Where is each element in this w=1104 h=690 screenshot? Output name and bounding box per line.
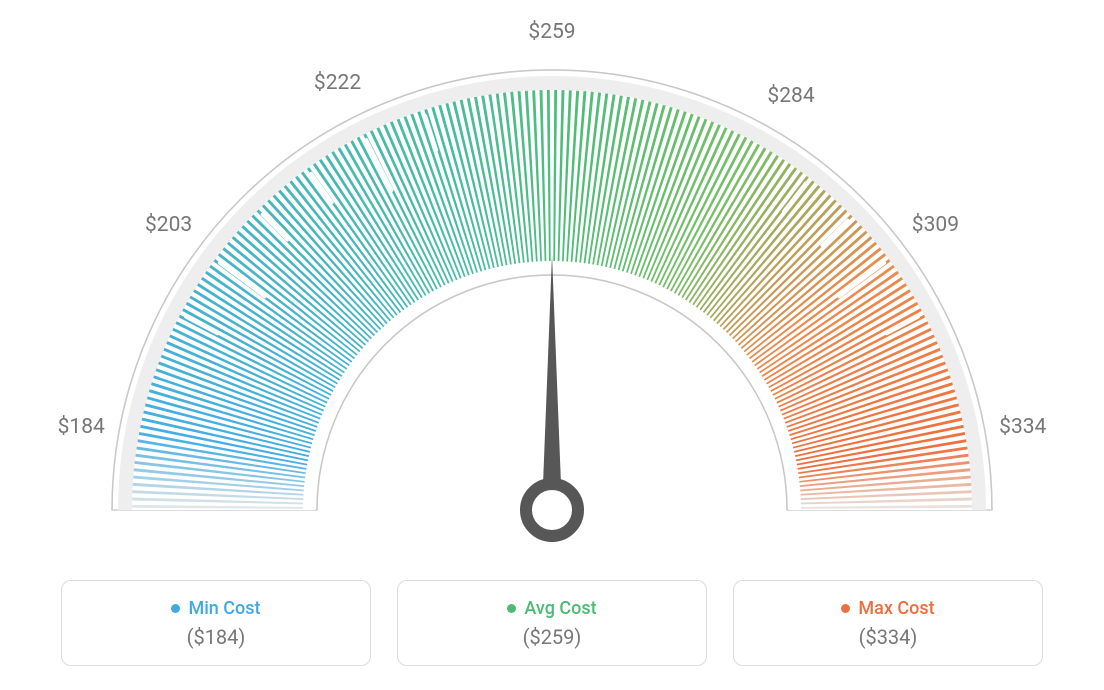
legend-dot-max (841, 604, 850, 613)
gauge-tick-label: $334 (999, 415, 1046, 439)
legend-label-max: Max Cost (858, 598, 934, 619)
legend-value-min: ($184) (187, 625, 246, 649)
legend-card-min: Min Cost ($184) (61, 580, 371, 666)
legend-dot-min (171, 604, 180, 613)
legend-label-min: Min Cost (188, 598, 260, 619)
legend-value-max: ($334) (859, 625, 918, 649)
legend-value-avg: ($259) (523, 625, 582, 649)
gauge-tick-label: $203 (145, 213, 192, 237)
legend-dot-avg (507, 604, 516, 613)
legend-label-avg: Avg Cost (524, 598, 596, 619)
legend-card-avg: Avg Cost ($259) (397, 580, 707, 666)
legend-row: Min Cost ($184) Avg Cost ($259) Max Cost… (0, 580, 1104, 666)
gauge-tick-label: $284 (767, 84, 814, 108)
legend-card-max: Max Cost ($334) (733, 580, 1043, 666)
gauge-tick-label: $309 (912, 213, 959, 237)
gauge-svg (0, 0, 1104, 560)
gauge-tick-label: $259 (528, 20, 575, 44)
gauge-tick-label: $184 (58, 415, 105, 439)
gauge-tick-label: $222 (314, 71, 361, 95)
cost-gauge: $184 $203 $222 $259 $284 $309 $334 (0, 0, 1104, 560)
